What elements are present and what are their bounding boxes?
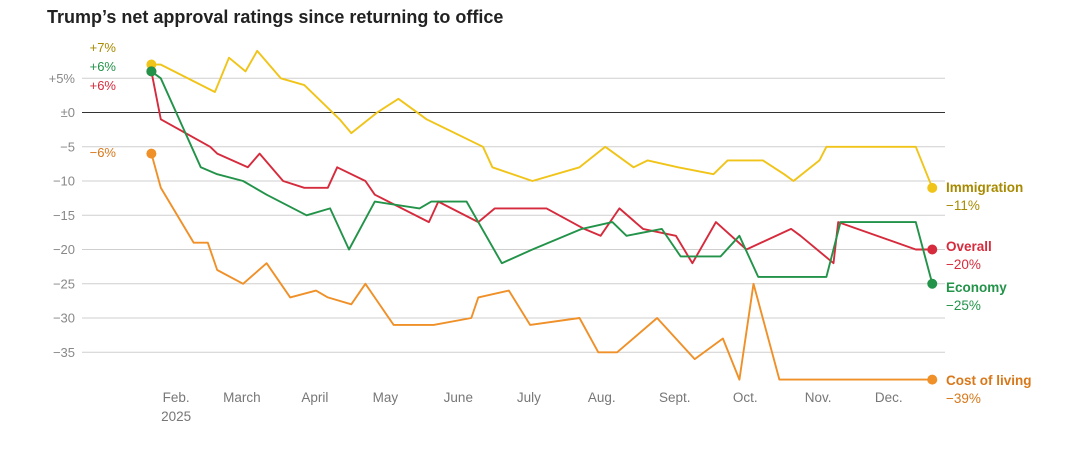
x-tick-label: Nov. xyxy=(805,390,832,405)
x-tick-label: March xyxy=(223,390,261,405)
x-tick-label: May xyxy=(373,390,399,405)
series-lines xyxy=(150,49,934,381)
economy-end-point xyxy=(927,278,938,289)
y-tick-label: −5 xyxy=(60,139,75,154)
y-tick-label: ±0 xyxy=(61,105,75,120)
cost-of-living-start-label: −6% xyxy=(90,145,117,160)
y-tick-label: −30 xyxy=(53,311,75,326)
economy-start-label: +6% xyxy=(90,59,117,74)
chart-title: Trump’s net approval ratings since retur… xyxy=(47,7,504,27)
x-tick-label: July xyxy=(517,390,541,405)
immigration-start-point xyxy=(146,59,157,70)
x-tick-year-label: 2025 xyxy=(161,409,191,424)
gridlines xyxy=(82,77,945,353)
cost-of-living-line xyxy=(150,152,934,381)
immigration-end-point xyxy=(927,182,938,193)
series-markers xyxy=(146,59,938,385)
immigration-start-label: +7% xyxy=(90,40,117,55)
y-axis: +5% ±0 −5 −10 −15 −20 −25 −30 −35 xyxy=(49,71,76,360)
y-tick-label: −20 xyxy=(53,242,75,257)
y-tick-label: −25 xyxy=(53,276,75,291)
economy-series-name: Economy xyxy=(946,280,1007,295)
y-tick-label: −10 xyxy=(53,174,75,189)
x-tick-label: April xyxy=(301,390,328,405)
cost-of-living-series-name: Cost of living xyxy=(946,373,1032,388)
cost-of-living-start-point xyxy=(146,148,157,159)
x-tick-label: Dec. xyxy=(875,390,903,405)
x-axis: Feb. 2025 March April May June July Aug. Sept. Oc… xyxy=(161,390,903,424)
y-tick-label: −35 xyxy=(53,345,75,360)
cost-of-living-end-point xyxy=(927,374,938,385)
economy-end-label: −25% xyxy=(946,298,981,313)
y-tick-label: −15 xyxy=(53,208,75,223)
immigration-line xyxy=(150,49,934,189)
overall-line xyxy=(150,70,934,265)
overall-start-label: +6% xyxy=(90,78,117,93)
overall-series-name: Overall xyxy=(946,239,992,254)
immigration-end-label: −11% xyxy=(946,198,980,213)
x-tick-label: June xyxy=(444,390,473,405)
cost-of-living-end-label: −39% xyxy=(946,391,981,406)
x-tick-label: Aug. xyxy=(588,390,616,405)
immigration-series-name: Immigration xyxy=(946,180,1023,195)
x-tick-label: Feb. xyxy=(163,390,190,405)
overall-end-label: −20% xyxy=(946,257,981,272)
x-tick-label: Sept. xyxy=(659,390,691,405)
series-labels: +7% Immigration −11% +6% Overall −20% +6% Econo… xyxy=(90,40,1032,406)
x-tick-label: Oct. xyxy=(733,390,758,405)
economy-start-point xyxy=(146,66,157,77)
economy-line xyxy=(150,70,934,285)
y-tick-label: +5% xyxy=(49,71,76,86)
overall-end-point xyxy=(927,244,938,255)
